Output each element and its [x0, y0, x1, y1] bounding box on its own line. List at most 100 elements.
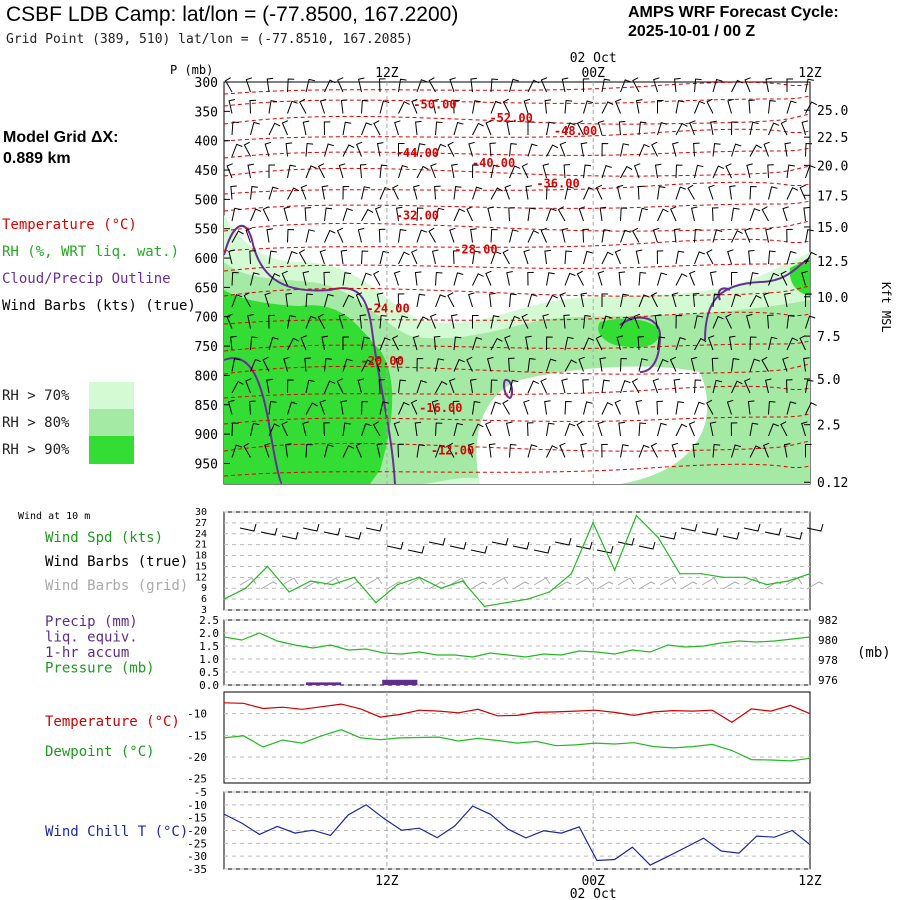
wind-barb-true: [491, 537, 509, 546]
wind-barb: [302, 421, 309, 437]
wind-barb: [266, 378, 273, 394]
wind-barb: [692, 443, 700, 458]
wind-barb: [803, 357, 810, 372]
wind-speed-point: [548, 591, 551, 593]
wind-barb-true: [302, 523, 320, 532]
wind-barb: [411, 98, 418, 114]
wind-barb: [305, 165, 317, 179]
wind-barb: [394, 120, 401, 136]
wind-chill-tick-label: -15: [187, 812, 207, 825]
wind-barb: [250, 208, 262, 222]
wind-speed-point: [310, 580, 312, 582]
wind-barb: [709, 271, 717, 286]
precip-tick-label: 1.5: [199, 640, 219, 653]
wind-barb: [784, 142, 791, 157]
height-tick-label: 20.0: [817, 159, 848, 174]
wind-barb: [601, 251, 614, 265]
wind-barb: [657, 100, 664, 114]
wind-barb: [546, 358, 557, 372]
wind-barb: [656, 250, 664, 265]
wind-barb: [324, 380, 336, 394]
wind-barb: [287, 164, 296, 179]
wind-barb: [761, 206, 769, 222]
wind-speed-point: [288, 591, 290, 593]
wind-barb: [710, 120, 717, 136]
wind-barb: [324, 293, 334, 308]
wind-barb: [323, 422, 330, 437]
wind-barb: [526, 422, 534, 437]
wind-barb: [527, 271, 534, 286]
wind-barb: [268, 122, 281, 136]
wind-barb: [287, 100, 298, 114]
isotherm-label: -16.00: [419, 401, 462, 415]
wind-barb: [453, 272, 464, 286]
wind-barb: [583, 315, 591, 329]
wind-barb: [564, 186, 574, 200]
wind-barb: [805, 142, 813, 157]
wind-barb: [712, 229, 723, 243]
wind-barb: [298, 249, 307, 265]
wind-barb: [546, 208, 557, 222]
wind-barb: [509, 143, 517, 157]
wind-barb: [638, 422, 646, 437]
wind-barb: [324, 79, 336, 93]
wind-barb: [472, 423, 484, 437]
wind-barb: [416, 143, 426, 157]
wind-barb: [712, 379, 723, 394]
wind-barb: [670, 206, 677, 222]
wind-barb: [337, 77, 344, 93]
wind-barb: [744, 227, 751, 243]
rh80-swatch: [89, 409, 134, 436]
wind-barb: [557, 206, 566, 222]
wind-barb-true: [638, 541, 656, 550]
wind-barb: [712, 293, 721, 308]
wind-barb: [398, 251, 410, 265]
wind-barb: [268, 164, 275, 178]
wind-barb: [726, 399, 734, 415]
wind-barb: [618, 421, 625, 437]
height-tick-label: 7.5: [817, 330, 840, 345]
dewpoint-line: [223, 729, 811, 762]
wind-barb: [637, 336, 645, 351]
wind-barb: [749, 358, 761, 372]
precip-tick-label: 2.5: [199, 614, 219, 627]
wind-barb: [731, 444, 742, 458]
isotherm-9: [223, 238, 811, 252]
wind-barb: [472, 336, 483, 351]
wind-barb: [506, 271, 513, 286]
wind-barb: [490, 379, 498, 394]
wind-barb: [342, 358, 353, 372]
wind-barb-grid: [533, 577, 551, 586]
precip-bar: [382, 679, 418, 685]
wind-barb: [245, 227, 252, 243]
wind-barb: [583, 164, 592, 179]
wind-barb: [485, 270, 492, 286]
cloud-outline-3: [619, 316, 662, 373]
wind-barb: [767, 164, 774, 179]
forecast-cycle-label: AMPS WRF Forecast Cycle: 2025-10-01 / 00…: [628, 3, 839, 41]
wind-barb: [712, 78, 723, 93]
wind-barb: [638, 358, 648, 372]
wind-barb: [435, 422, 443, 437]
wind-barb: [671, 141, 679, 157]
wind-barb: [319, 249, 327, 265]
wind-barb: [546, 294, 558, 308]
wind-barb: [243, 442, 251, 458]
wind-barb: [342, 272, 352, 286]
wind-barb: [305, 402, 318, 415]
wind-barb: [434, 185, 441, 200]
legend-wind: Wind Barbs (kts) (true): [2, 298, 196, 314]
wind-barb: [451, 163, 458, 179]
wind-barb: [725, 163, 732, 179]
wind-barb: [546, 144, 559, 157]
wind-barb: [435, 207, 445, 222]
wind-barb: [485, 421, 492, 437]
wind-barb: [227, 399, 235, 415]
precip-tick-label: 0.0: [199, 679, 219, 692]
pressure-line: [223, 632, 811, 658]
wind-barb: [525, 335, 532, 351]
wind-barb: [361, 122, 372, 136]
wind-barb: [544, 400, 551, 415]
wind-barb-true: [617, 537, 635, 546]
